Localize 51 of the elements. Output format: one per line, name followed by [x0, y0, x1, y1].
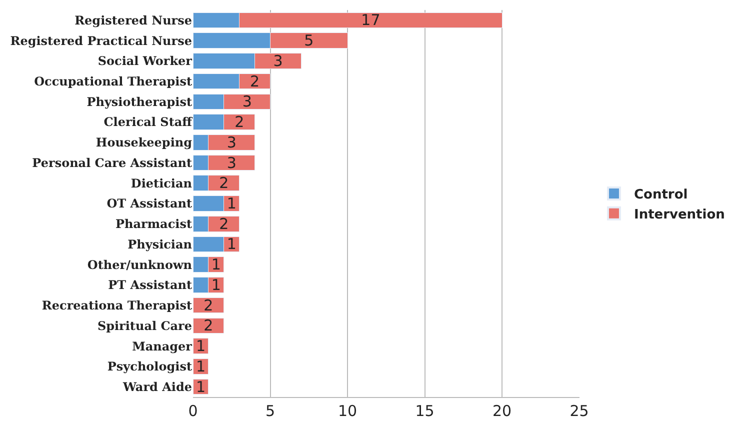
- data-label: 2: [250, 72, 260, 90]
- y-tick-label: Registered Nurse: [74, 13, 192, 28]
- y-tick-label: Social Worker: [98, 54, 193, 68]
- data-label: 3: [226, 133, 236, 152]
- data-label: 1: [196, 337, 206, 356]
- legend-label: Control: [634, 188, 688, 203]
- data-label: 1: [196, 357, 206, 376]
- y-tick-label: PT Assistant: [108, 278, 192, 292]
- data-label: 2: [219, 214, 229, 233]
- bar: [193, 378, 209, 395]
- data-label: 3: [273, 52, 283, 70]
- y-tick-label: Clerical Staff: [104, 115, 194, 130]
- data-label: 17: [361, 11, 380, 30]
- x-tick-label: 0: [188, 402, 198, 420]
- bar: [193, 297, 224, 314]
- y-tick-label: Psychologist: [107, 360, 192, 374]
- data-label: 2: [204, 316, 214, 335]
- y-tick-label: Physiotherapist: [86, 94, 192, 109]
- bar: [193, 338, 209, 354]
- x-tick-label: 25: [570, 402, 589, 420]
- legend-label: Intervention: [634, 207, 725, 222]
- x-tick-label: 20: [492, 402, 512, 420]
- y-tick-label: Dietician: [130, 176, 192, 190]
- y-tick-label: Housekeeping: [96, 136, 193, 150]
- data-label: 1: [226, 194, 236, 212]
- x-tick-label: 15: [415, 402, 434, 420]
- y-tick-label: Manager: [132, 339, 193, 354]
- data-label: 1: [196, 378, 206, 396]
- y-tick-label: Spiritual Care: [97, 318, 192, 333]
- data-label: 5: [304, 32, 314, 50]
- data-label: 2: [204, 296, 214, 314]
- data-label: 3: [226, 154, 236, 172]
- y-tick-label: OT Assistant: [106, 196, 192, 211]
- data-label: 2: [219, 174, 229, 192]
- y-tick-label: Personal Care Assistant: [32, 156, 192, 170]
- y-tick-label: Physician: [128, 237, 192, 252]
- data-label: 2: [234, 113, 244, 132]
- x-tick-label: 10: [338, 402, 358, 420]
- x-tick-label: 5: [265, 402, 276, 420]
- y-tick-label: Pharmacist: [116, 217, 192, 232]
- bar: [193, 318, 224, 334]
- y-tick-label: Occupational Therapist: [34, 74, 192, 88]
- data-label: 1: [211, 276, 221, 294]
- y-tick-label: Registered Practical Nurse: [10, 34, 192, 48]
- data-label: 1: [211, 256, 221, 274]
- y-tick-label: Other/unknown: [87, 258, 192, 272]
- bar: [193, 358, 209, 374]
- y-tick-label: Recreationa Therapist: [42, 298, 192, 313]
- data-label: 3: [242, 92, 252, 111]
- data-label: 1: [226, 235, 236, 254]
- y-tick-label: Ward Aide: [122, 380, 192, 394]
